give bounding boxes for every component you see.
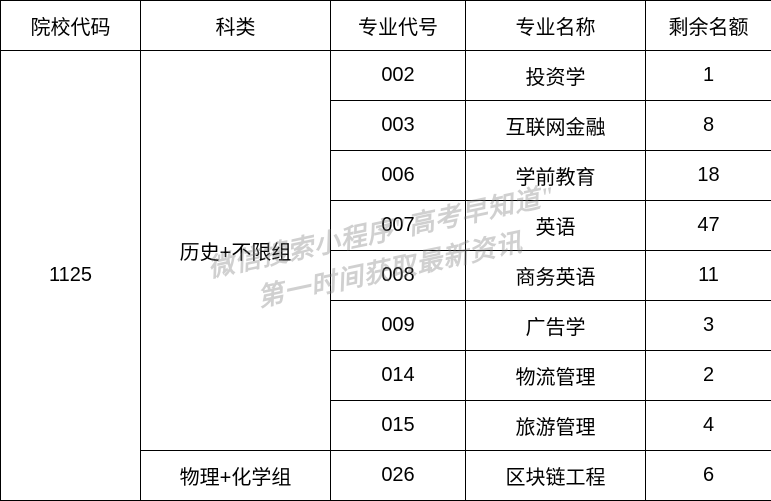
cell-category-1: 历史+不限组: [141, 51, 331, 451]
cell-major-name: 英语: [466, 201, 646, 251]
cell-major-code: 007: [331, 201, 466, 251]
cell-remaining: 3: [646, 301, 771, 351]
header-remaining: 剩余名额: [646, 1, 771, 51]
cell-remaining: 4: [646, 401, 771, 451]
table-header-row: 院校代码 科类 专业代号 专业名称 剩余名额: [1, 1, 771, 51]
cell-remaining: 2: [646, 351, 771, 401]
cell-remaining: 6: [646, 451, 771, 501]
header-major-code: 专业代号: [331, 1, 466, 51]
cell-major-code: 015: [331, 401, 466, 451]
cell-major-name: 投资学: [466, 51, 646, 101]
cell-major-name: 商务英语: [466, 251, 646, 301]
cell-remaining: 1: [646, 51, 771, 101]
cell-category-2: 物理+化学组: [141, 451, 331, 501]
cell-major-name: 学前教育: [466, 151, 646, 201]
cell-school-code: 1125: [1, 51, 141, 501]
cell-remaining: 11: [646, 251, 771, 301]
cell-remaining: 18: [646, 151, 771, 201]
cell-major-name: 区块链工程: [466, 451, 646, 501]
cell-major-code: 002: [331, 51, 466, 101]
cell-remaining: 8: [646, 101, 771, 151]
cell-major-code: 014: [331, 351, 466, 401]
table-row: 1125 历史+不限组 002 投资学 1: [1, 51, 771, 101]
cell-major-code: 009: [331, 301, 466, 351]
cell-major-name: 互联网金融: [466, 101, 646, 151]
admission-table: 院校代码 科类 专业代号 专业名称 剩余名额 1125 历史+不限组 002 投…: [0, 0, 771, 501]
cell-remaining: 47: [646, 201, 771, 251]
header-major-name: 专业名称: [466, 1, 646, 51]
header-category: 科类: [141, 1, 331, 51]
cell-major-name: 旅游管理: [466, 401, 646, 451]
cell-major-code: 026: [331, 451, 466, 501]
cell-major-code: 003: [331, 101, 466, 151]
cell-major-name: 广告学: [466, 301, 646, 351]
cell-major-code: 006: [331, 151, 466, 201]
cell-major-name: 物流管理: [466, 351, 646, 401]
header-school-code: 院校代码: [1, 1, 141, 51]
cell-major-code: 008: [331, 251, 466, 301]
